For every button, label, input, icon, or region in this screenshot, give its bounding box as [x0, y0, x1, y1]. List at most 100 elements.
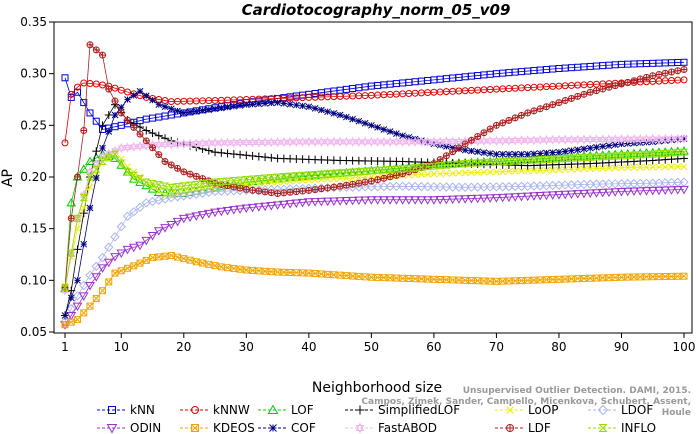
- data-point: [530, 135, 538, 146]
- data-point: [324, 108, 331, 116]
- series-odin: [60, 185, 689, 330]
- data-point: [391, 181, 402, 192]
- y-tick-label: 0.05: [20, 325, 47, 339]
- data-point: [379, 181, 389, 192]
- data-point: [61, 139, 69, 147]
- data-point: [591, 189, 602, 198]
- data-point: [360, 167, 370, 175]
- data-point: [617, 80, 625, 88]
- data-point: [211, 137, 219, 149]
- data-point: [248, 175, 257, 183]
- data-point: [660, 186, 671, 196]
- data-point: [317, 185, 325, 193]
- data-point: [474, 169, 482, 176]
- data-point: [180, 255, 188, 263]
- data-point: [60, 284, 70, 292]
- data-point: [198, 180, 207, 188]
- data-point: [92, 117, 100, 125]
- data-point: [122, 245, 133, 255]
- data-point: [317, 106, 325, 114]
- data-point: [630, 164, 638, 171]
- data-point: [667, 68, 675, 76]
- data-point: [536, 276, 544, 284]
- data-point: [117, 159, 126, 167]
- data-point: [498, 158, 507, 166]
- data-point: [372, 182, 383, 192]
- data-point: [435, 196, 446, 205]
- data-point: [97, 264, 108, 273]
- data-point: [505, 116, 513, 124]
- data-point: [449, 148, 457, 156]
- data-point: [154, 181, 163, 189]
- legend-marker: [108, 406, 116, 414]
- data-point: [292, 188, 300, 196]
- data-point: [266, 202, 277, 211]
- data-point: [248, 151, 257, 160]
- data-point: [522, 192, 533, 202]
- data-point: [297, 198, 308, 208]
- data-point: [80, 127, 88, 134]
- data-point: [79, 194, 88, 202]
- data-point: [291, 172, 302, 181]
- data-point: [636, 75, 644, 83]
- data-point: [217, 137, 226, 148]
- data-point: [148, 179, 157, 187]
- data-point: [404, 196, 414, 205]
- data-point: [667, 149, 676, 157]
- data-point: [599, 164, 607, 172]
- data-point: [149, 144, 157, 152]
- data-point: [241, 204, 252, 214]
- data-point: [648, 150, 657, 158]
- data-point: [86, 204, 94, 212]
- data-point: [180, 109, 188, 117]
- legend-label: ODIN: [130, 421, 161, 434]
- data-point: [566, 190, 577, 199]
- data-point: [367, 167, 376, 175]
- data-point: [136, 173, 144, 181]
- data-point: [191, 212, 202, 221]
- data-point: [524, 150, 532, 158]
- data-point: [292, 101, 300, 109]
- data-point: [548, 134, 557, 146]
- series-cof: [61, 87, 688, 319]
- data-point: [124, 264, 132, 272]
- data-point: [210, 178, 220, 186]
- data-point: [116, 221, 126, 232]
- data-point: [542, 156, 551, 164]
- data-point: [541, 191, 552, 201]
- data-point: [261, 100, 269, 107]
- data-point: [410, 181, 420, 192]
- data-point: [679, 148, 689, 156]
- data-point: [155, 101, 163, 109]
- data-point: [647, 186, 658, 196]
- data-point: [178, 214, 189, 224]
- data-point: [136, 141, 144, 152]
- data-point: [468, 147, 475, 155]
- data-point: [591, 179, 602, 189]
- data-point: [673, 149, 682, 157]
- data-point: [130, 92, 138, 99]
- data-point: [274, 190, 282, 198]
- data-point: [361, 178, 369, 186]
- data-point: [480, 168, 488, 176]
- data-point: [367, 177, 375, 185]
- data-point: [86, 109, 94, 117]
- x-tick-label: 1: [61, 340, 69, 354]
- legend-marker: [506, 406, 514, 414]
- data-point: [542, 103, 550, 111]
- data-point: [580, 134, 588, 145]
- legend-item-ldf: LDF: [495, 421, 551, 434]
- data-point: [530, 150, 538, 158]
- data-point: [649, 163, 657, 171]
- data-point: [472, 182, 483, 192]
- data-point: [261, 267, 269, 275]
- data-point: [635, 187, 646, 196]
- data-point: [592, 153, 601, 161]
- data-point: [110, 253, 120, 262]
- data-point: [636, 134, 645, 145]
- data-point: [223, 149, 232, 158]
- data-point: [579, 189, 589, 199]
- data-point: [523, 135, 532, 146]
- data-point: [366, 182, 377, 192]
- data-point: [305, 186, 313, 194]
